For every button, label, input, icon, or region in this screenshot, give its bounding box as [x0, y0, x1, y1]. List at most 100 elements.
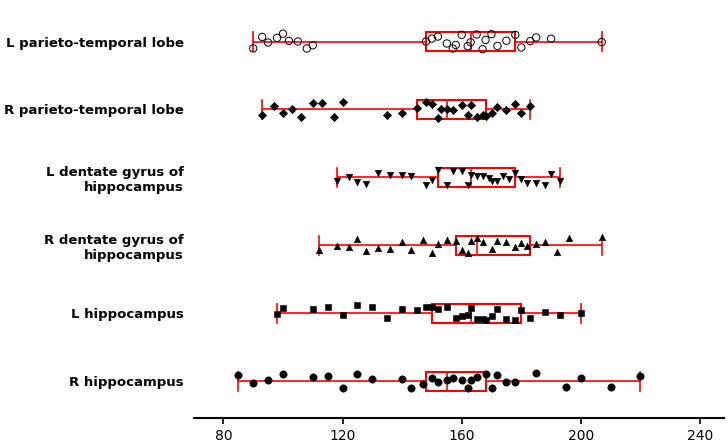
Point: [405, 246, 417, 253]
Point: [477, 315, 488, 322]
Point: [524, 102, 536, 109]
Point: [405, 173, 417, 180]
Point: [486, 177, 497, 185]
Point: [405, 384, 417, 391]
Point: [272, 311, 283, 318]
Point: [477, 46, 488, 53]
Point: [471, 173, 483, 180]
Point: [510, 378, 521, 385]
Point: [471, 31, 483, 38]
Point: [307, 306, 319, 313]
Point: [283, 37, 295, 44]
Point: [491, 177, 503, 184]
Point: [373, 245, 384, 252]
Point: [352, 236, 363, 243]
Point: [432, 114, 443, 121]
Point: [277, 304, 289, 312]
Point: [471, 114, 483, 121]
Point: [491, 305, 503, 312]
Point: [272, 34, 283, 42]
Point: [480, 36, 491, 43]
Point: [462, 42, 473, 50]
Point: [450, 315, 462, 322]
Point: [486, 245, 497, 252]
Point: [456, 376, 467, 383]
Point: [462, 312, 473, 319]
Point: [417, 380, 429, 387]
Point: [456, 247, 467, 254]
Point: [491, 371, 503, 378]
Point: [331, 242, 342, 249]
Point: [596, 38, 608, 46]
Point: [635, 372, 646, 380]
Point: [486, 30, 497, 38]
Point: [316, 99, 328, 106]
Point: [420, 181, 432, 189]
Point: [596, 234, 608, 241]
Point: [426, 100, 438, 107]
Point: [411, 307, 423, 314]
Point: [381, 112, 393, 119]
Point: [510, 169, 521, 176]
Point: [515, 109, 527, 116]
Point: [464, 376, 476, 384]
Point: [545, 35, 557, 42]
Point: [510, 244, 521, 251]
Point: [322, 304, 333, 311]
Bar: [438, 168, 515, 187]
Point: [456, 31, 467, 38]
Point: [551, 248, 563, 255]
Bar: [426, 32, 515, 51]
Point: [464, 305, 476, 312]
Point: [605, 383, 617, 390]
Point: [322, 372, 333, 380]
Point: [539, 181, 551, 188]
Point: [426, 375, 438, 382]
Point: [477, 112, 488, 119]
Point: [417, 236, 429, 244]
Point: [447, 106, 459, 113]
Point: [381, 314, 393, 321]
Point: [510, 101, 521, 108]
Point: [307, 374, 319, 381]
Point: [352, 371, 363, 378]
Point: [531, 240, 542, 248]
Point: [277, 110, 289, 117]
Point: [426, 176, 438, 183]
Point: [471, 234, 483, 241]
Point: [477, 238, 488, 245]
Point: [420, 99, 432, 106]
Point: [480, 316, 491, 324]
Point: [462, 250, 473, 257]
Point: [307, 42, 319, 49]
Point: [396, 172, 408, 179]
Point: [420, 303, 432, 310]
Point: [501, 239, 513, 246]
Point: [268, 102, 280, 109]
Point: [521, 243, 533, 250]
Point: [462, 385, 473, 392]
Point: [360, 181, 372, 188]
Point: [441, 181, 453, 188]
Point: [432, 33, 443, 40]
Point: [486, 313, 497, 320]
Bar: [426, 371, 486, 391]
Point: [262, 376, 274, 384]
Point: [337, 98, 349, 105]
Point: [343, 173, 355, 181]
Point: [464, 39, 476, 46]
Point: [524, 38, 536, 45]
Point: [420, 38, 432, 45]
Point: [491, 103, 503, 110]
Point: [521, 180, 533, 187]
Point: [480, 371, 491, 378]
Point: [432, 305, 443, 312]
Bar: [417, 100, 486, 119]
Point: [545, 170, 557, 177]
Point: [441, 40, 453, 47]
Point: [501, 315, 513, 322]
Point: [539, 308, 551, 315]
Point: [396, 306, 408, 313]
Point: [464, 101, 476, 109]
Point: [232, 371, 244, 379]
